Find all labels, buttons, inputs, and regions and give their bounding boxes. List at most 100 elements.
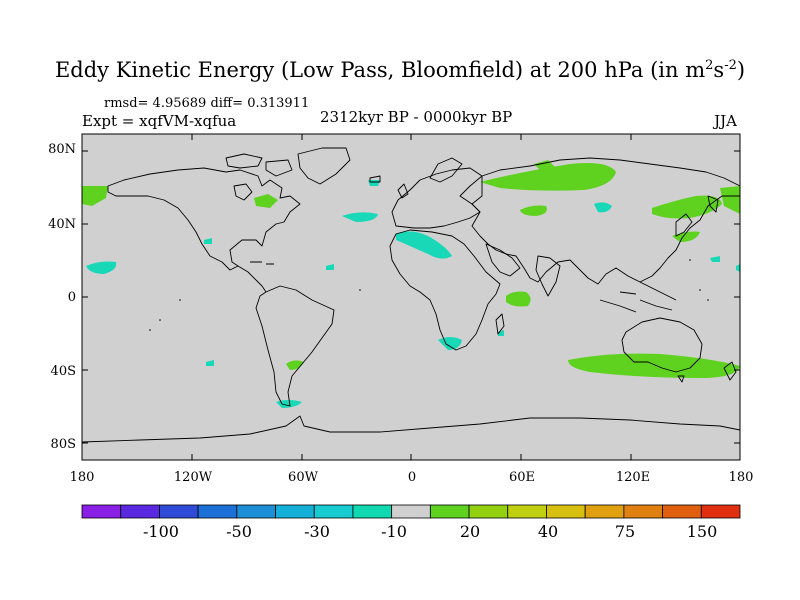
lon-tick-180e: 180	[728, 470, 754, 485]
lat-tick-eq: 0	[67, 290, 76, 305]
lat-tick-40s: 40S	[50, 364, 76, 379]
period-label: 2312kyr BP - 0000kyr BP	[320, 108, 513, 126]
anomaly-region	[520, 205, 547, 216]
colorbar-swatch	[391, 504, 431, 519]
coastline-southeast-asia	[599, 281, 677, 313]
colorbar-swatch	[546, 504, 586, 519]
colorbar-swatch	[468, 504, 509, 519]
island-dot	[149, 329, 151, 331]
coastline-scandinavia	[429, 157, 463, 183]
anomaly-region	[276, 400, 302, 408]
anomaly-region	[286, 360, 304, 370]
colorbar-label: 20	[459, 522, 481, 541]
island-dot	[707, 299, 709, 301]
island-dots	[149, 259, 709, 331]
coastline-japan	[675, 213, 693, 237]
coastline-kamchatka	[707, 195, 719, 213]
anomaly-region	[206, 360, 214, 366]
anomaly-region	[86, 261, 117, 274]
colorbar-swatch	[700, 504, 741, 519]
colorbar-swatch	[507, 504, 547, 519]
colorbar	[81, 504, 741, 519]
anomaly-region	[534, 160, 556, 172]
colorbar-swatch	[275, 504, 315, 519]
coastline-australia	[621, 317, 703, 373]
colorbar-swatch	[623, 504, 663, 519]
coastline-british-isles	[397, 183, 409, 199]
axis-ticks	[81, 134, 741, 460]
lon-tick-60w: 60W	[288, 470, 318, 485]
colorbar-swatch	[352, 504, 393, 519]
lon-tick-0: 0	[407, 470, 417, 485]
map-background	[82, 134, 740, 460]
anomaly-region	[710, 256, 720, 262]
colorbar-label: -30	[304, 522, 330, 541]
chart-title: Eddy Kinetic Energy (Low Pass, Bloomfiel…	[54, 58, 746, 82]
colorbar-swatch	[159, 504, 199, 519]
anomaly-region	[82, 186, 108, 206]
coastline-caribbean	[250, 261, 274, 265]
coastline-south-america	[255, 285, 335, 407]
coastline-antarctica	[82, 415, 740, 443]
anomaly-region	[204, 238, 212, 244]
colorbar-label: 40	[537, 522, 559, 541]
lat-tick-80s: 80S	[50, 437, 76, 452]
anomaly-region	[720, 186, 740, 214]
colorbar-swatch	[584, 504, 625, 519]
coastline-baffin-island	[265, 159, 293, 177]
coastline-india	[535, 255, 561, 297]
colorbar-swatch	[662, 504, 702, 519]
anomaly-region	[254, 194, 278, 208]
coastline-arctic-islands	[225, 153, 263, 169]
coastline-iceland	[369, 175, 381, 183]
coastline-hudson-bay	[233, 183, 253, 201]
coastline-arabia	[485, 243, 521, 277]
coastline-asia	[471, 157, 740, 285]
coastline-europe	[391, 167, 483, 229]
colorbar-swatch	[236, 504, 276, 519]
lon-tick-120e: 120E	[615, 470, 651, 485]
anomaly-region	[342, 212, 378, 222]
anomaly-region	[594, 202, 612, 213]
coastline-africa	[389, 229, 501, 351]
lon-tick-120w: 120W	[173, 470, 213, 485]
colorbar-swatch	[81, 504, 122, 519]
lon-tick-60e: 60E	[508, 470, 536, 485]
lat-ticks	[82, 150, 740, 444]
island-dot	[359, 289, 361, 291]
anomaly-region	[506, 291, 531, 307]
experiment-label: Expt = xqfVM-xqfua	[82, 112, 237, 130]
coastline-greenland	[297, 147, 351, 185]
coastline-north-america	[107, 167, 301, 271]
island-dot	[689, 259, 691, 261]
island-dot	[699, 289, 701, 291]
colorbar-label: -50	[226, 522, 252, 541]
colorbar-label: -100	[143, 522, 179, 541]
anomaly-region	[480, 163, 616, 191]
lat-tick-40n: 40N	[48, 217, 76, 232]
colorbar-label: 75	[614, 522, 636, 541]
island-dot	[159, 319, 161, 321]
colorbar-swatch	[120, 504, 160, 519]
colorbar-swatch	[313, 504, 354, 519]
lon-ticks	[81, 134, 741, 460]
colorbar-label: -10	[381, 522, 407, 541]
coastline-madagascar	[495, 313, 505, 335]
island-dot	[179, 299, 181, 301]
anomaly-region	[736, 264, 740, 272]
coastlines	[82, 147, 740, 443]
colorbar-label: 150	[686, 522, 718, 541]
colorbar-swatch	[429, 504, 470, 519]
lon-tick-180w: 180	[69, 470, 95, 485]
stats-label: rmsd= 4.95689 diff= 0.313911	[104, 96, 310, 111]
anomaly-region	[568, 353, 740, 378]
lat-tick-80n: 80N	[48, 142, 76, 157]
season-label: JJA	[714, 112, 737, 130]
colorbar-swatch	[197, 504, 238, 519]
coastline-tasmania	[677, 375, 685, 383]
anomaly-region	[368, 180, 380, 186]
coastline-central-america	[237, 265, 267, 293]
anomaly-region	[326, 264, 334, 270]
coastline-new-zealand	[723, 361, 737, 381]
